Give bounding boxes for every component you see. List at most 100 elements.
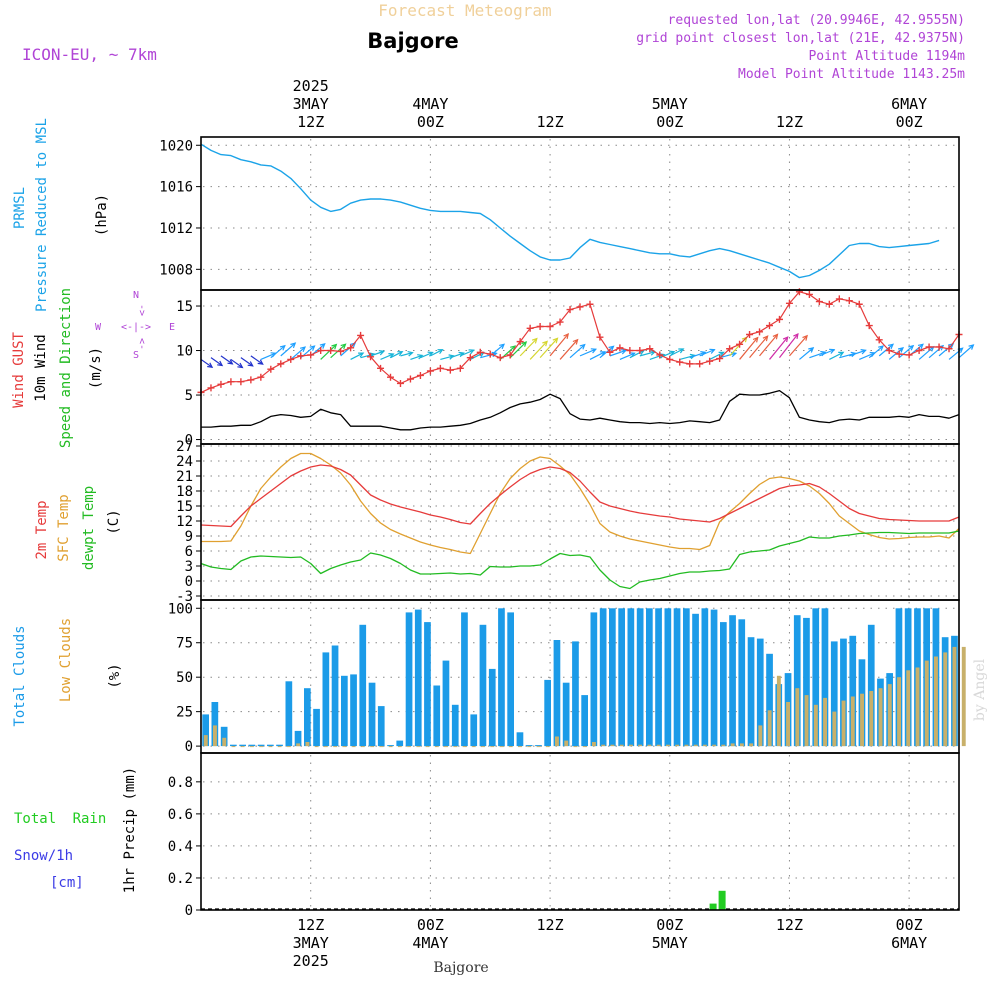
bottom-time-label: 12Z <box>776 916 803 934</box>
wind-arrow-head <box>572 338 579 345</box>
ytick-label: 0 <box>185 903 193 919</box>
precip-label-unit: 1hr Precip (mm) <box>122 767 138 893</box>
gust-marker <box>377 364 385 372</box>
wind-arrow-head <box>319 343 326 349</box>
total-cloud-bar <box>507 612 514 747</box>
compass-s: S <box>133 350 139 361</box>
total-cloud-bar <box>553 640 561 747</box>
wind-arrow-head <box>608 345 615 352</box>
precip-label-cm: [cm] <box>50 875 84 891</box>
ytick-label: 50 <box>176 670 193 686</box>
top-time-label: 5MAY <box>652 95 688 113</box>
low-cloud-bar <box>222 737 227 747</box>
wind-arrow-head <box>521 341 528 347</box>
low-cloud-bar <box>250 746 254 748</box>
ytick-label: 10 <box>176 344 193 360</box>
gust-marker <box>247 376 255 384</box>
wind-arrow-head <box>378 350 386 356</box>
wind-direction-arrow <box>390 351 403 359</box>
total-cloud-bar <box>627 608 635 747</box>
gust-marker <box>646 345 654 353</box>
total-cloud-bar <box>359 624 367 747</box>
wind-direction-arrow <box>868 345 884 359</box>
wind-arrow-head <box>207 362 214 368</box>
wind-direction-arrow <box>709 351 724 360</box>
wind-arrow-head <box>917 343 924 350</box>
ytick-label: 27 <box>176 439 193 455</box>
top-time-label: 00Z <box>656 113 683 131</box>
wind-arrow-head <box>437 349 444 355</box>
wind-direction-arrow <box>859 352 875 360</box>
total-cloud-bar <box>618 608 625 747</box>
total-cloud-bar <box>516 732 524 747</box>
low-cloud-bar <box>508 746 513 748</box>
low-cloud-bar <box>601 744 606 747</box>
low-cloud-bar <box>416 746 421 748</box>
low-cloud-bar <box>712 744 717 747</box>
gust-marker <box>825 300 833 308</box>
gust-marker <box>586 300 594 308</box>
total-cloud-bar <box>313 708 320 747</box>
total-cloud-bar <box>276 744 283 747</box>
total-cloud-bar <box>673 608 681 747</box>
gust-marker <box>666 355 674 363</box>
low-cloud-bar <box>213 725 217 747</box>
wind-arrow-head <box>772 333 779 340</box>
wind-arrow-head <box>829 348 836 354</box>
wind-arrow-head <box>802 334 808 341</box>
point-altitude: Point Altitude 1194m <box>808 49 965 64</box>
total-cloud-bar <box>377 706 385 747</box>
low-cloud-bar <box>666 744 670 747</box>
total-cloud-bar <box>590 612 598 747</box>
ytick-label: 24 <box>176 454 193 470</box>
gust-marker <box>736 340 744 348</box>
wind-label-gust: Wind GUST <box>11 332 27 408</box>
ytick-label: 18 <box>176 484 193 500</box>
gust-marker <box>387 373 394 381</box>
total-cloud-bar <box>470 714 478 747</box>
wind-arrow-head <box>563 332 570 340</box>
total-cloud-bar <box>729 615 736 747</box>
compass-legend: N -> W <-|-> E <- S <box>95 290 175 361</box>
wind-direction-arrow <box>250 355 264 365</box>
temp-2m-line <box>200 464 960 528</box>
cloud-label-unit: (%) <box>107 663 123 688</box>
wind-direction-arrow <box>380 353 394 360</box>
wind-direction-arrow <box>719 352 737 359</box>
wind-direction-arrow <box>320 344 337 360</box>
low-cloud-bar <box>240 746 245 748</box>
wind-direction-arrow <box>948 347 963 360</box>
low-cloud-bar <box>850 696 855 747</box>
wind-direction-arrow <box>539 337 558 359</box>
gust-marker <box>746 331 754 339</box>
ytick-label: 12 <box>176 514 193 530</box>
wind-direction-arrow <box>769 336 789 360</box>
total-cloud-bar <box>803 617 810 747</box>
wind-arrow-head <box>897 347 905 353</box>
gust-marker <box>925 343 933 351</box>
total-cloud-bar <box>331 645 339 747</box>
wind-direction-arrow <box>788 335 808 357</box>
wind-arrow-head <box>968 344 975 350</box>
bottom-time-label: 00Z <box>656 916 683 934</box>
total-cloud-bar <box>572 641 579 747</box>
wind-direction-arrow <box>400 352 413 357</box>
low-cloud-bar <box>582 746 587 748</box>
low-cloud-bar <box>934 656 938 747</box>
wind-arrow-head <box>417 354 424 360</box>
gust-marker <box>775 315 783 323</box>
bottom-time-label: 4MAY <box>412 934 448 952</box>
total-cloud-bar <box>609 608 616 747</box>
low-cloud-bar <box>462 746 467 748</box>
low-cloud-bar <box>915 667 920 747</box>
ytick-label: 100 <box>168 601 193 617</box>
total-cloud-bar <box>544 679 551 747</box>
ytick-label: 1008 <box>159 262 193 278</box>
compass-n: N <box>133 290 139 301</box>
wind-direction-arrow <box>280 342 296 357</box>
temp-label-dewpt: dewpt Temp <box>81 486 97 570</box>
wind-arrow-head <box>299 346 306 353</box>
gust-marker <box>805 290 813 298</box>
wind-direction-arrow <box>669 348 684 357</box>
requested-lonlat: requested lon,lat (20.9946E, 42.9555N) <box>668 13 965 28</box>
